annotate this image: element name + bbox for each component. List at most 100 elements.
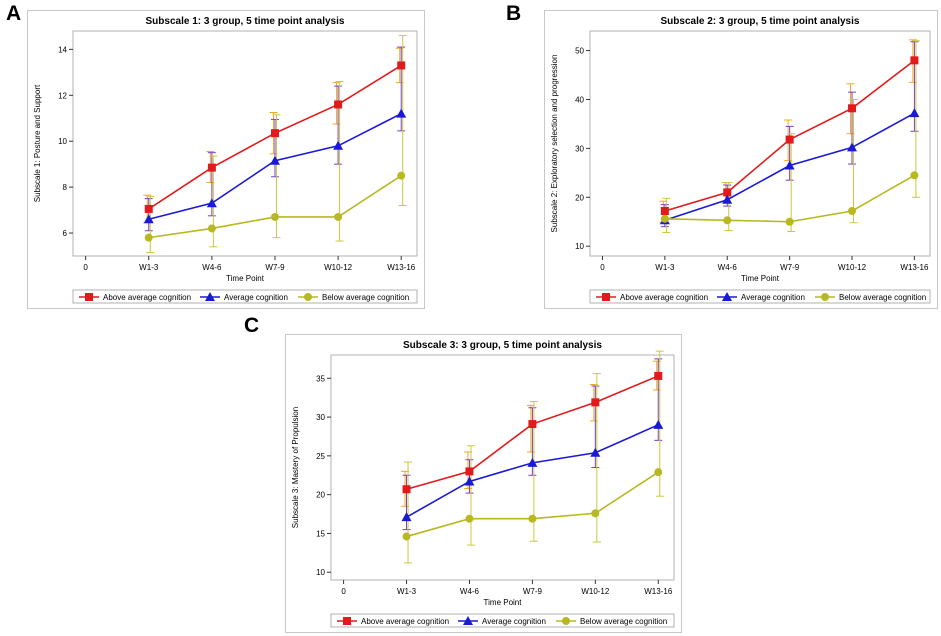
- x-tick-label: W10-12: [581, 587, 610, 596]
- legend-marker-below: [821, 293, 829, 301]
- legend-label-above: Above average cognition: [103, 293, 191, 302]
- legend-marker-above: [343, 617, 351, 625]
- plot-frame: [72, 30, 418, 257]
- point-above: [465, 467, 474, 476]
- y-tick-label: 15: [316, 529, 325, 538]
- point-average: [784, 160, 795, 170]
- x-axis-label: Time Point: [226, 274, 265, 283]
- legend-label-above: Above average cognition: [620, 293, 708, 302]
- point-average: [396, 108, 407, 118]
- x-tick-label: W7-9: [265, 263, 285, 272]
- point-below: [528, 514, 537, 523]
- point-below: [334, 212, 343, 221]
- y-tick-label: 30: [575, 144, 584, 153]
- y-tick-label: 12: [58, 91, 67, 100]
- point-average: [464, 476, 475, 486]
- x-tick-label: W1-3: [139, 263, 159, 272]
- panel-letter-a: A: [6, 2, 22, 25]
- panel-letter-b: B: [506, 2, 522, 25]
- x-tick-label: W1-3: [397, 587, 417, 596]
- chart-subscale-3-svg: Subscale 3: 3 group, 5 time point analys…: [291, 340, 675, 628]
- point-average: [269, 155, 280, 165]
- legend-label-below: Below average cognition: [322, 293, 409, 302]
- x-tick-label: 0: [83, 263, 88, 272]
- y-tick-label: 50: [575, 47, 584, 56]
- point-above: [591, 398, 600, 407]
- y-tick-label: 30: [316, 413, 325, 422]
- point-above: [144, 204, 153, 213]
- point-above: [270, 129, 279, 138]
- chart-subscale-2: Subscale 2: 3 group, 5 time point analys…: [544, 10, 938, 309]
- legend-label-above: Above average cognition: [361, 617, 449, 626]
- point-average: [909, 108, 920, 118]
- point-below: [660, 214, 669, 223]
- point-above: [397, 61, 406, 70]
- chart-title: Subscale 1: 3 group, 5 time point analys…: [146, 16, 345, 27]
- legend-marker-below: [562, 617, 570, 625]
- x-axis-label: Time Point: [741, 274, 780, 283]
- legend-label-average: Average cognition: [741, 293, 805, 302]
- x-tick-label: W13-16: [644, 587, 673, 596]
- y-tick-label: 35: [316, 374, 325, 383]
- series-line-below: [664, 174, 915, 223]
- legend-marker-average: [722, 292, 732, 301]
- legend-label-below: Below average cognition: [839, 293, 926, 302]
- point-below: [910, 171, 919, 180]
- x-tick-label: W7-9: [523, 587, 543, 596]
- point-below: [785, 217, 794, 226]
- legend-marker-below: [304, 293, 312, 301]
- point-above: [723, 188, 732, 197]
- x-tick-label: W13-16: [900, 263, 929, 272]
- legend-marker-above: [602, 293, 610, 301]
- legend-marker-average: [463, 616, 473, 625]
- y-axis-label: Subscale 3: Mastery of Propulsion: [291, 407, 300, 528]
- legend-label-average: Average cognition: [482, 617, 546, 626]
- x-tick-label: W10-12: [838, 263, 867, 272]
- y-tick-label: 20: [575, 193, 584, 202]
- y-tick-label: 25: [316, 452, 325, 461]
- legend-label-average: Average cognition: [224, 293, 288, 302]
- legend-label-below: Below average cognition: [580, 617, 667, 626]
- x-tick-label: W4-6: [718, 263, 738, 272]
- point-above: [654, 371, 663, 380]
- plot-frame: [589, 30, 931, 257]
- chart-title: Subscale 3: 3 group, 5 time point analys…: [403, 340, 602, 351]
- point-below: [654, 468, 663, 477]
- y-tick-label: 10: [316, 568, 325, 577]
- y-axis-label: Subscale 1: Posture and Support: [33, 84, 42, 202]
- point-average: [722, 194, 733, 204]
- point-below: [144, 233, 153, 242]
- x-tick-label: W1-3: [655, 263, 675, 272]
- legend-box: [589, 289, 931, 304]
- legend-box: [330, 613, 675, 628]
- point-below: [402, 532, 411, 541]
- x-tick-label: 0: [341, 587, 346, 596]
- series-line-below: [406, 471, 659, 538]
- point-average: [847, 142, 858, 152]
- point-above: [848, 104, 857, 113]
- point-below: [723, 216, 732, 225]
- point-average: [206, 198, 217, 208]
- point-below: [465, 514, 474, 523]
- point-below: [270, 212, 279, 221]
- legend-marker-above: [85, 293, 93, 301]
- y-tick-label: 10: [58, 137, 67, 146]
- x-tick-label: W4-6: [202, 263, 222, 272]
- point-above: [528, 420, 537, 429]
- y-axis-label: Subscale 2: Exploratory selection and pr…: [550, 55, 559, 233]
- x-tick-label: W10-12: [324, 263, 353, 272]
- x-axis-label: Time Point: [484, 598, 523, 607]
- y-tick-label: 20: [316, 491, 325, 500]
- point-average: [143, 214, 154, 224]
- point-above: [660, 207, 669, 215]
- y-tick-label: 40: [575, 95, 584, 104]
- legend-box: [72, 289, 418, 304]
- chart-subscale-1: Subscale 1: 3 group, 5 time point analys…: [27, 10, 425, 309]
- x-tick-label: 0: [600, 263, 605, 272]
- point-below: [591, 509, 600, 518]
- panel-letter-c: C: [244, 314, 260, 337]
- point-above: [402, 485, 411, 494]
- chart-subscale-2-svg: Subscale 2: 3 group, 5 time point analys…: [550, 16, 931, 304]
- point-above: [207, 163, 216, 172]
- x-tick-label: W4-6: [460, 587, 480, 596]
